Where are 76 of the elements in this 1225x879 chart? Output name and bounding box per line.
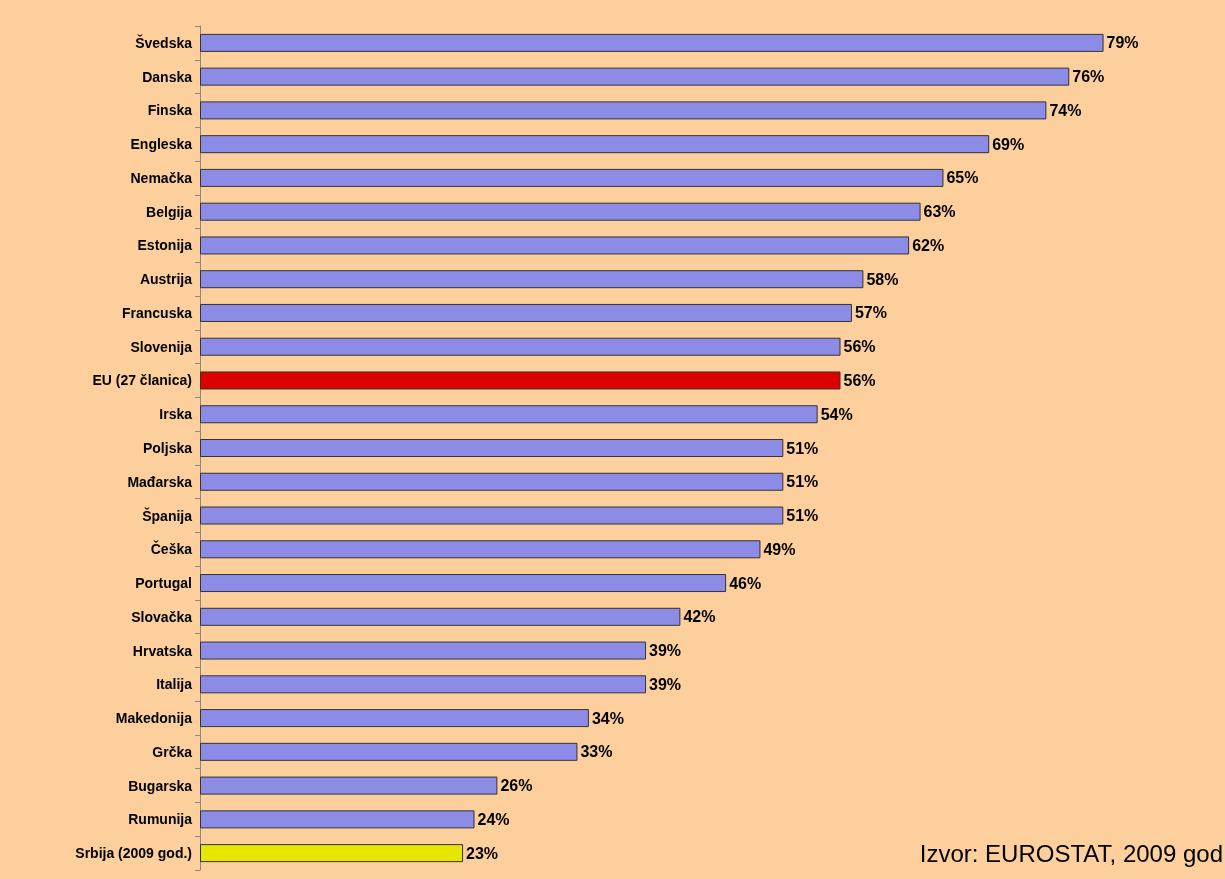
data-label: 51% xyxy=(786,473,819,491)
bar xyxy=(200,405,818,424)
bar xyxy=(200,303,852,322)
data-label: 49% xyxy=(763,540,796,558)
data-label: 34% xyxy=(591,709,624,727)
bar xyxy=(200,101,1047,120)
data-label: 51% xyxy=(786,507,819,525)
bar xyxy=(200,709,589,728)
data-label: 57% xyxy=(854,304,887,322)
bar xyxy=(200,337,841,356)
bar xyxy=(200,439,784,457)
bar xyxy=(200,574,727,593)
y-tick-label: Danska xyxy=(142,68,193,85)
data-label: 74% xyxy=(1049,101,1082,119)
y-tick-label: Grčka xyxy=(152,743,193,760)
bar xyxy=(200,675,647,694)
bar xyxy=(200,641,647,660)
bar xyxy=(200,33,1104,52)
bar xyxy=(200,371,841,390)
y-tick-label: Austrija xyxy=(139,271,193,288)
y-tick-label: Španija xyxy=(142,506,193,524)
bar xyxy=(200,67,1070,86)
y-tick-label: Portugal xyxy=(135,575,192,592)
data-label: 23% xyxy=(466,844,499,862)
y-tick-label: Rumunija xyxy=(128,811,193,828)
y-tick-label: Nemačka xyxy=(130,169,193,186)
data-label: 56% xyxy=(843,371,876,389)
y-tick-label: Mađarska xyxy=(127,473,193,490)
data-label: 33% xyxy=(580,743,613,761)
y-tick-label: Poljska xyxy=(142,440,193,456)
data-label: 46% xyxy=(729,574,762,592)
data-label: 39% xyxy=(649,642,682,660)
y-tick-label: Irska xyxy=(159,406,193,423)
data-label: 69% xyxy=(992,135,1025,153)
bar xyxy=(200,776,498,795)
data-label: 42% xyxy=(683,608,716,626)
y-tick-label: Engleska xyxy=(130,136,193,153)
annotation: Izvor: EUROSTAT, 2009 god xyxy=(919,839,1223,867)
bar xyxy=(200,270,864,289)
y-tick-label: Slovačka xyxy=(131,608,193,625)
bar xyxy=(200,135,990,154)
data-label: 62% xyxy=(912,236,945,254)
bar xyxy=(200,236,910,255)
y-tick-label: EU (27 članica) xyxy=(92,372,192,389)
bar xyxy=(200,506,784,525)
bar xyxy=(200,742,578,761)
y-tick-label: Bugarska xyxy=(128,777,193,794)
data-label: 65% xyxy=(946,169,979,187)
y-tick-label: Hrvatska xyxy=(132,642,193,659)
y-tick-label: Slovenija xyxy=(130,338,193,355)
data-label: 56% xyxy=(843,338,876,356)
y-tick-label: Češka xyxy=(150,540,193,558)
bar xyxy=(200,844,464,863)
data-label: 26% xyxy=(500,777,533,795)
data-label: 63% xyxy=(923,203,956,221)
data-label: 79% xyxy=(1106,34,1139,52)
data-label: 76% xyxy=(1072,68,1105,86)
y-tick-label: Italija xyxy=(156,676,193,693)
data-label: 39% xyxy=(649,675,682,693)
data-label: 54% xyxy=(820,405,853,423)
bar xyxy=(200,607,681,626)
data-label: 51% xyxy=(786,439,819,457)
bar xyxy=(200,168,944,187)
bar xyxy=(200,472,784,491)
y-tick-label: Estonija xyxy=(137,237,193,254)
bar xyxy=(200,810,475,829)
bar xyxy=(200,540,761,559)
data-label: 24% xyxy=(477,810,510,828)
y-tick-label: Finska xyxy=(147,102,193,119)
y-tick-label: Srbija (2009 god.) xyxy=(75,845,192,862)
y-tick-label: Švedska xyxy=(135,33,193,51)
y-tick-label: Belgija xyxy=(146,203,193,220)
bar xyxy=(200,202,921,221)
y-tick-label: Makedonija xyxy=(115,710,193,727)
y-tick-label: Francuska xyxy=(121,304,193,321)
data-label: 58% xyxy=(866,270,899,288)
